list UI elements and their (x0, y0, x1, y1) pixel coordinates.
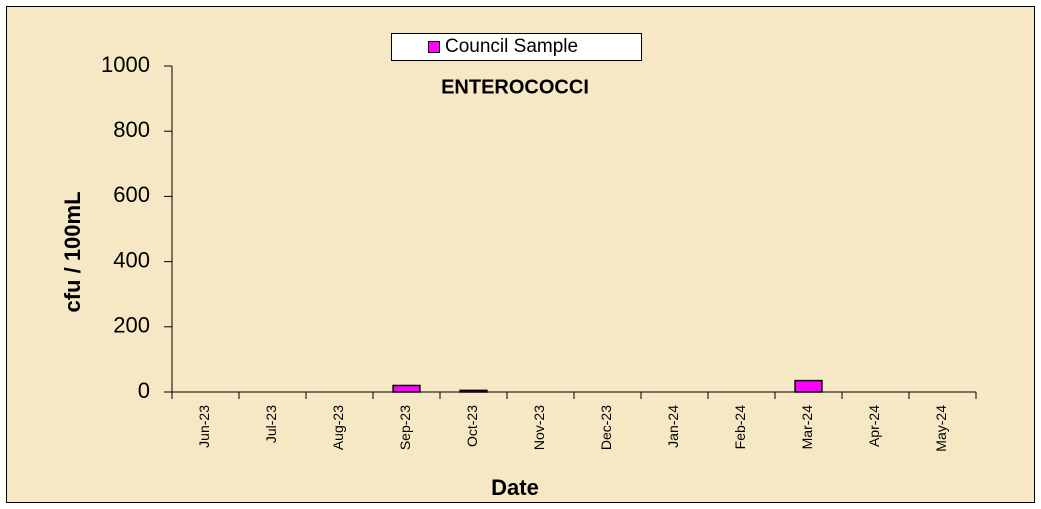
x-tick-label: Nov-23 (531, 405, 547, 450)
x-tick-label: Dec-23 (598, 405, 614, 450)
x-tick-label: Jul-23 (263, 405, 279, 443)
x-axis-label: Date (491, 475, 539, 500)
bar (459, 389, 488, 393)
x-tick-label: Sep-23 (397, 405, 413, 450)
x-tick-label: Jun-23 (196, 405, 212, 448)
y-tick-label: 0 (138, 378, 150, 403)
x-tick-label: May-24 (933, 405, 949, 452)
chart-title: ENTEROCOCCI (441, 76, 589, 98)
bar (392, 384, 421, 393)
x-tick-label: Jan-24 (665, 405, 681, 448)
x-tick-label: Oct-23 (464, 405, 480, 447)
x-tick-label: Mar-24 (799, 405, 815, 450)
y-axis-label: cfu / 100mL (60, 191, 85, 312)
y-tick-label: 400 (113, 247, 150, 272)
x-tick-label: Apr-24 (866, 405, 882, 447)
bar (794, 379, 823, 393)
legend-label: Council Sample (445, 36, 578, 57)
y-tick-label: 200 (113, 313, 150, 338)
y-tick-label: 800 (113, 117, 150, 142)
legend-swatch (428, 41, 440, 53)
y-tick-label: 600 (113, 182, 150, 207)
y-tick-label: 1000 (101, 52, 150, 77)
legend: Council Sample (391, 33, 642, 61)
chart-background (6, 6, 1035, 503)
x-tick-label: Aug-23 (330, 405, 346, 450)
x-tick-label: Feb-24 (732, 405, 748, 450)
